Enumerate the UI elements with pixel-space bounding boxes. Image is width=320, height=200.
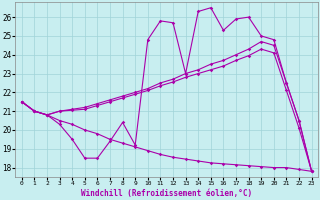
X-axis label: Windchill (Refroidissement éolien,°C): Windchill (Refroidissement éolien,°C): [81, 189, 252, 198]
